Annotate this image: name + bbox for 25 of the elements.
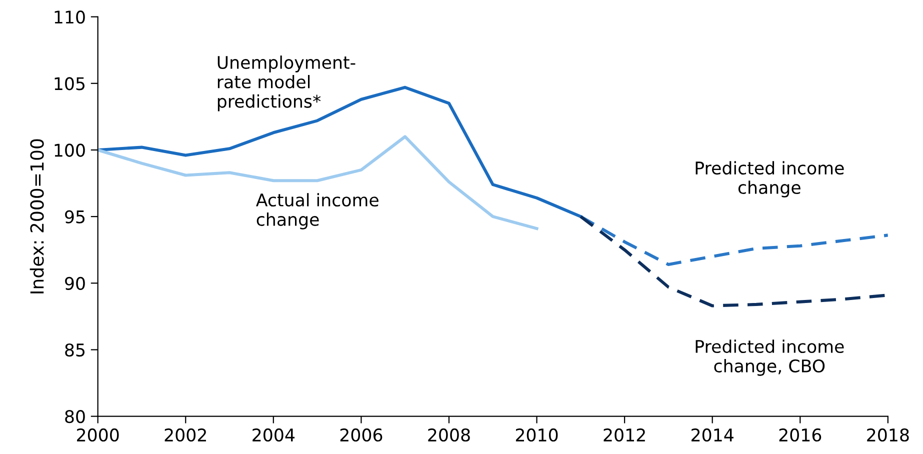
y-tick-label: 85 bbox=[65, 343, 85, 357]
y-tick-label: 80 bbox=[65, 410, 85, 424]
x-tick-label: 2016 bbox=[779, 428, 822, 442]
x-tick-label: 2006 bbox=[340, 428, 382, 442]
series-label: Unemployment- rate model predictions* bbox=[218, 56, 356, 112]
x-tick-label: 2004 bbox=[252, 428, 295, 442]
y-tick-label: 100 bbox=[54, 144, 85, 157]
line-series bbox=[579, 215, 888, 308]
x-tick-label: 2012 bbox=[604, 428, 645, 442]
y-tick-label: 95 bbox=[65, 210, 85, 224]
y-tick-label: 105 bbox=[54, 77, 85, 90]
text: Predicted income change bbox=[696, 161, 844, 198]
x-tick-label: 2008 bbox=[428, 428, 470, 442]
x-tick-label: 2010 bbox=[516, 428, 558, 442]
y-tick-label: 90 bbox=[65, 276, 85, 290]
x-tick-label: 2002 bbox=[164, 428, 206, 442]
x-tick-label: 2000 bbox=[77, 428, 119, 442]
y-axis-title: Index: 2000=100 bbox=[30, 139, 44, 294]
text: Predicted income change, CBO bbox=[696, 340, 844, 376]
series-label: Actual income change bbox=[256, 193, 378, 230]
x-tick-label: 2014 bbox=[692, 428, 734, 442]
line-series bbox=[98, 135, 538, 230]
y-tick-label: 110 bbox=[54, 10, 85, 24]
x-tick-label: 2018 bbox=[867, 428, 909, 442]
line-series bbox=[579, 215, 888, 266]
